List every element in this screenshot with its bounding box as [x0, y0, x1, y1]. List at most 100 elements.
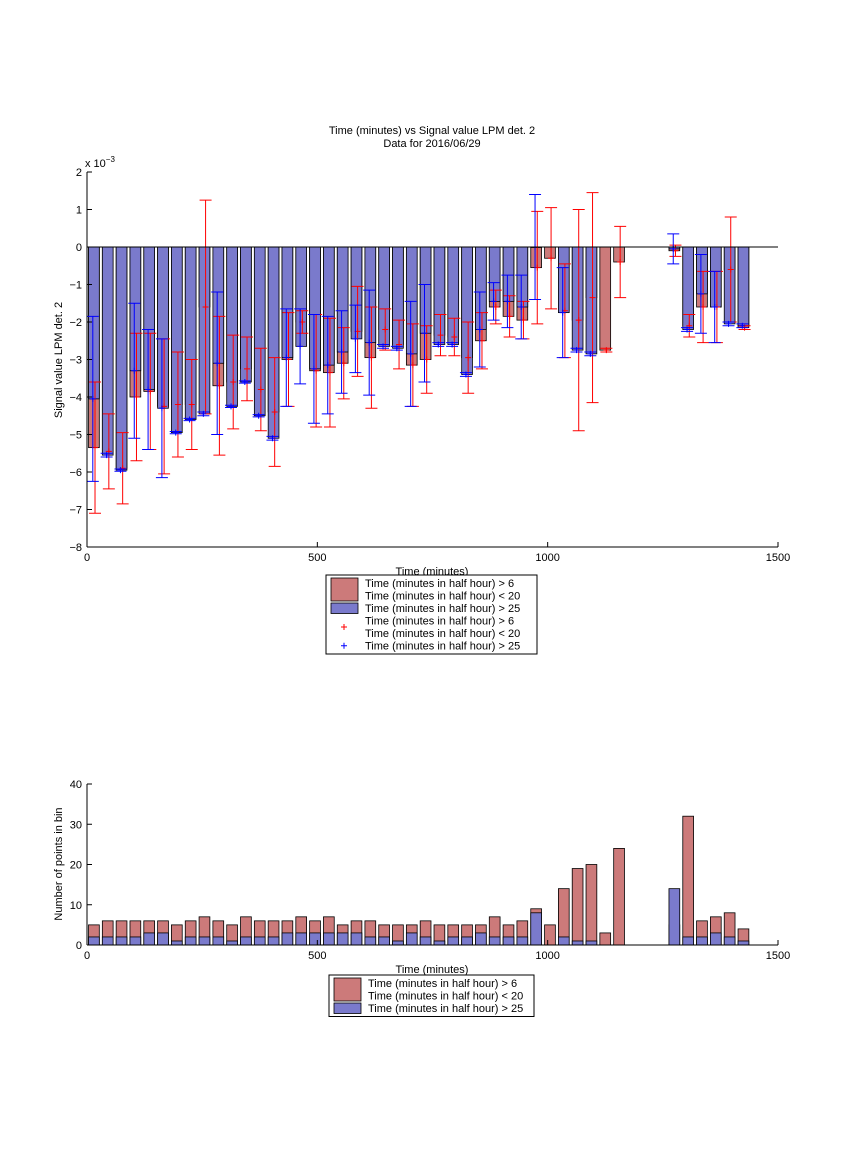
chart2-bar-blue — [157, 932, 169, 946]
chart1-bar-blue — [571, 246, 584, 351]
chart1-bar-red — [544, 246, 556, 259]
chart1-x-tick-label: 0 — [84, 552, 90, 564]
chart1-legend-label: Time (minutes in half hour) > 6 — [365, 616, 514, 628]
chart2-y-tick-label: 40 — [70, 779, 82, 791]
chart2-bar-blue — [433, 940, 446, 946]
chart2-bar-blue — [585, 940, 598, 946]
chart2-bar-blue — [571, 940, 584, 946]
chart2-bar-blue — [101, 936, 114, 946]
chart1-bar-blue — [101, 246, 114, 456]
chart2-bar-blue — [323, 932, 335, 946]
chart1-bar-blue — [461, 246, 473, 375]
chart1-title: Time (minutes) vs Signal value LPM det. … — [329, 125, 535, 137]
chart2-bar-red — [682, 815, 694, 946]
chart1-bar-blue — [447, 246, 460, 345]
chart1-bar-blue — [323, 246, 335, 366]
chart2-bar-blue — [281, 932, 294, 946]
chart1-legend-label: Time (minutes in half hour) < 20 — [365, 591, 520, 603]
chart2-x-tick-label: 500 — [308, 950, 326, 962]
chart1-legend-label: Time (minutes in half hour) > 6 — [365, 578, 514, 590]
chart1-bar-blue — [309, 246, 321, 370]
chart2-bar-blue — [447, 936, 460, 946]
chart1-y-tick-label: −8 — [69, 542, 82, 554]
chart1-bar-blue — [88, 246, 100, 400]
chart2-x-tick-label: 0 — [84, 950, 90, 962]
chart1-axes: 0 500 1000 1500 −8 −7 −6 −5 −4 −3 −2 −1 0 1 2 — [69, 167, 790, 564]
chart1-bar-blue — [129, 246, 142, 372]
chart1-bar-blue — [488, 246, 501, 302]
chart1-y-tick-label: −6 — [69, 467, 82, 479]
chart1-x-tick-label: 1500 — [766, 552, 790, 564]
chart2-bar-blue — [682, 936, 694, 946]
chart2-bar-blue — [502, 936, 515, 946]
chart1-y-axis-label: Signal value LPM det. 2 — [53, 302, 65, 418]
chart2-y-tick-label: 20 — [70, 860, 82, 872]
chart2-bar-blue — [88, 936, 100, 946]
chart2-bar-blue — [419, 936, 432, 946]
chart2-bar-blue — [143, 932, 155, 946]
chart2-bar-blue — [378, 936, 390, 946]
chart2-bar-blue — [184, 936, 197, 946]
chart1-bar-blue — [240, 246, 252, 383]
chart1-bar-blue — [281, 246, 294, 359]
chart2-bar-blue — [115, 936, 128, 946]
chart1-y-tick-label: 2 — [76, 167, 82, 179]
chart2-x-tick-label: 1000 — [535, 950, 559, 962]
chart1-bar-blue — [157, 246, 169, 409]
chart1-bar-blue — [364, 246, 377, 344]
chart2-y-tick-label: 10 — [70, 900, 82, 912]
chart2-bar-blue — [392, 940, 404, 946]
chart1-bar-blue — [267, 246, 280, 439]
chart2-bar-blue — [737, 940, 750, 946]
chart2-bar-blue — [668, 888, 681, 946]
chart2-bar-blue — [405, 932, 418, 946]
chart1-bar-red — [599, 246, 612, 351]
chart1-subtitle: Data for 2016/06/29 — [383, 138, 480, 150]
chart1-y-tick-label: −7 — [69, 505, 82, 517]
chart1-y-tick-label: −1 — [69, 280, 82, 292]
chart1-legend-label: Time (minutes in half hour) < 20 — [365, 628, 520, 640]
chart1-legend-label: Time (minutes in half hour) > 25 — [365, 641, 520, 653]
chart2-bar-blue — [295, 932, 307, 946]
chart2-bar-blue — [267, 936, 280, 946]
chart1-bar-blue — [198, 246, 211, 415]
chart2-bar-red — [571, 868, 584, 946]
chart1-x-tick-label: 500 — [308, 552, 326, 564]
chart2-bar-blue — [696, 936, 708, 946]
chart2-x-axis-label: Time (minutes) — [396, 964, 469, 976]
chart2-bar-blue — [129, 936, 142, 946]
chart1-y-exponent: x 10−3 — [85, 155, 115, 170]
chart2-bar-blue — [558, 936, 570, 946]
chart1-x-tick-label: 1000 — [535, 552, 559, 564]
chart2-y-tick-label: 30 — [70, 819, 82, 831]
chart1-bar-blue — [336, 246, 349, 353]
chart2-bar-blue — [212, 936, 225, 946]
chart1-y-tick-label: −2 — [69, 317, 82, 329]
chart1-bar-blue — [710, 246, 722, 308]
chart1-legend-label: Time (minutes in half hour) > 25 — [365, 603, 520, 615]
chart2-legend-label: Time (minutes in half hour) > 6 — [368, 978, 517, 990]
chart1-bar-blue — [143, 246, 155, 390]
chart2-legend-box — [328, 974, 535, 1017]
chart2-bar-blue — [253, 936, 266, 946]
chart1-y-tick-label: 1 — [76, 205, 82, 217]
chart1-y-exponent-base: x 10 — [85, 158, 106, 170]
chart2-bar-blue — [530, 912, 542, 946]
chart1-y-tick-label: −3 — [69, 355, 82, 367]
chart1-bar-blue — [516, 246, 529, 308]
chart2-bar-red — [599, 932, 612, 946]
chart1-bar-blue — [723, 246, 736, 325]
chart2-bar-blue — [226, 940, 238, 946]
chart1-bar-blue — [253, 246, 266, 417]
chart2-bar-blue — [171, 940, 183, 946]
chart2-y-axis-label: Number of points in bin — [53, 807, 65, 920]
chart1-bar-blue — [502, 246, 515, 302]
chart1-bar-blue — [585, 246, 598, 355]
chart2-legend-swatch-0 — [333, 977, 362, 1002]
chart1-bar-red — [613, 246, 625, 263]
chart1-bar-blue — [212, 246, 225, 364]
chart2-bar-blue — [488, 936, 501, 946]
chart2-bar-red — [613, 848, 625, 946]
chart1-bar-blue — [737, 246, 750, 327]
